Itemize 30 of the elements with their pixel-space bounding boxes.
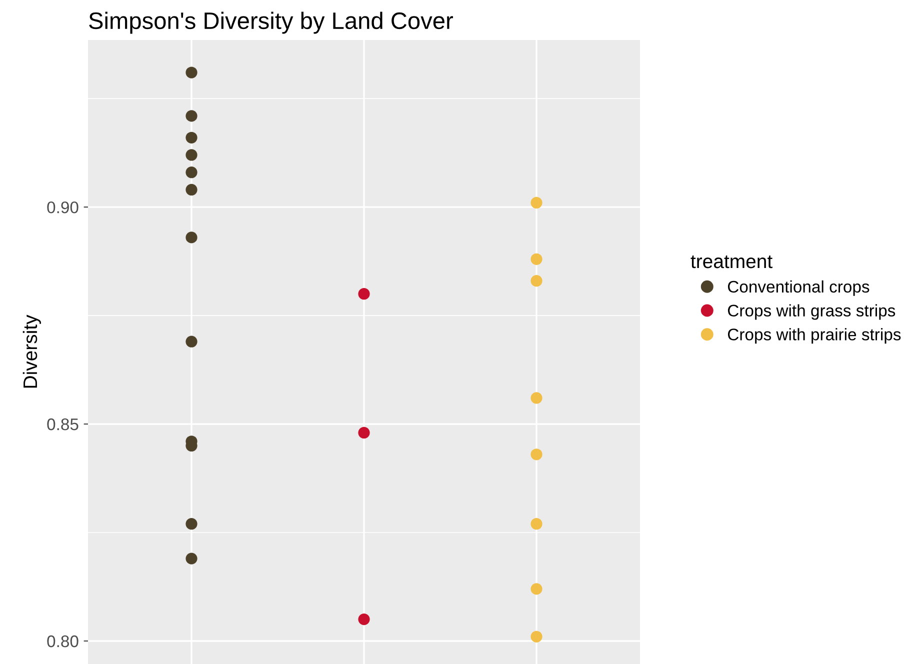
point	[186, 166, 198, 178]
point	[186, 184, 198, 196]
legend-title: treatment	[690, 255, 772, 268]
point	[186, 232, 198, 244]
point	[530, 583, 542, 595]
point	[186, 132, 198, 144]
point	[530, 275, 542, 287]
legend-label: Crops with prairie strips	[728, 328, 901, 344]
legend-label: Conventional crops	[728, 280, 870, 296]
point	[358, 426, 370, 439]
point	[186, 518, 198, 530]
point	[530, 448, 542, 460]
point	[530, 253, 542, 265]
point	[530, 630, 542, 642]
point	[186, 149, 198, 161]
point	[530, 518, 542, 530]
point	[530, 392, 542, 404]
point	[186, 552, 198, 564]
legend-label: Crops with grass strips	[728, 304, 896, 320]
point	[530, 196, 542, 209]
point	[358, 288, 370, 300]
y-axis-title: Diversity	[22, 314, 41, 388]
point	[186, 66, 198, 78]
y-tick-label: 0.85	[47, 418, 78, 430]
y-tick-label: 0.80	[47, 635, 78, 648]
y-tick-label: 0.90	[47, 201, 78, 214]
chart-title: Simpson's Diversity by Land Cover	[89, 12, 453, 34]
point	[186, 336, 198, 348]
point	[186, 110, 198, 122]
point	[358, 613, 370, 626]
